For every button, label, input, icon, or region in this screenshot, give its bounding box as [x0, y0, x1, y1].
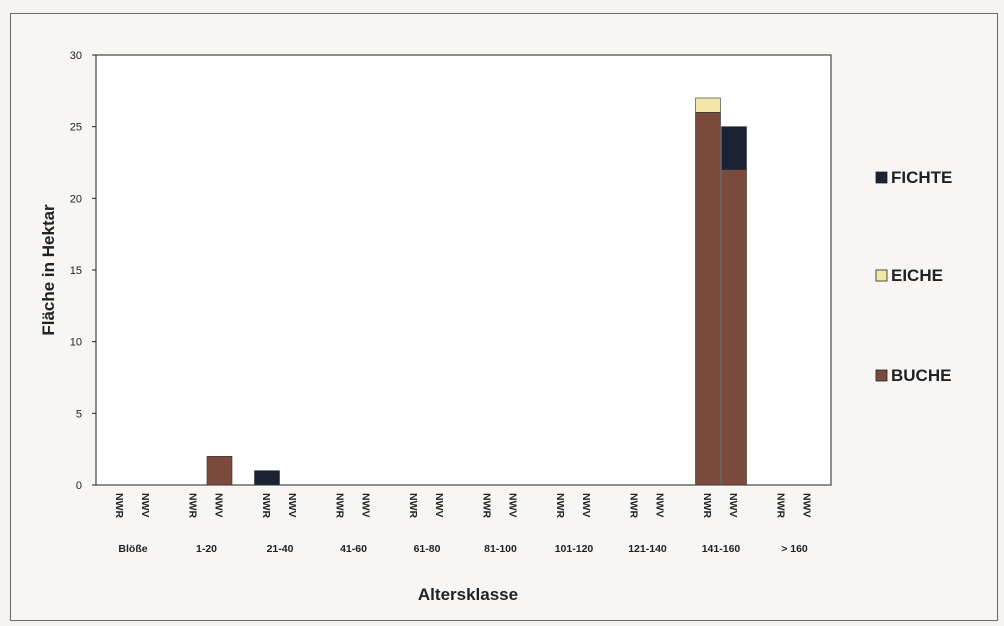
y-tick-label: 0 [76, 480, 82, 492]
x-subcategory-label: NWR [407, 493, 419, 518]
x-group-label: 21-40 [267, 543, 294, 555]
x-group-label: > 160 [781, 543, 808, 555]
legend-swatch-eiche [875, 269, 888, 282]
legend-label-buche: BUCHE [891, 366, 951, 385]
x-subcategory-label: NWV [139, 493, 151, 518]
x-subcategory-label: NWV [286, 493, 298, 518]
bar-buche [695, 112, 721, 486]
y-tick-label: 15 [70, 265, 82, 277]
x-group-label: 41-60 [340, 543, 367, 555]
x-subcategory-label: NWV [727, 493, 739, 518]
legend-swatch-fichte [875, 171, 888, 184]
x-subcategory-label: NWV [580, 493, 592, 518]
x-subcategory-label: NWR [334, 493, 346, 518]
x-subcategory-label: NWV [213, 493, 225, 518]
y-tick-label: 20 [70, 193, 82, 205]
bars [206, 97, 747, 486]
x-group-label: 61-80 [414, 543, 441, 555]
x-axis-title: Altersklasse [418, 585, 518, 604]
y-tick-label: 10 [70, 337, 82, 349]
x-subcategory-label: NWR [628, 493, 640, 518]
x-group-label: 141-160 [702, 543, 741, 555]
bar-eiche [695, 97, 721, 113]
x-subcategory-label: NWR [775, 493, 787, 518]
x-subcategory-label: NWV [654, 493, 666, 518]
bar-buche [206, 456, 233, 486]
x-subcategory-label: NWV [433, 493, 445, 518]
y-tick-label: 5 [76, 408, 82, 420]
x-group-label: 101-120 [555, 543, 594, 555]
x-group-label: Blöße [118, 543, 147, 555]
legend-label-eiche: EICHE [891, 266, 943, 285]
x-subcategory-label: NWR [260, 493, 272, 518]
bar-fichte [254, 470, 280, 486]
legend-swatch-buche [875, 369, 888, 382]
x-subcategory-label: NWV [801, 493, 813, 518]
bar-fichte [721, 126, 747, 170]
x-group-label: 1-20 [196, 543, 217, 555]
x-axis-labels: NWR NWV Blöße NWR NWV 1-20 NWR NWV 21-40 NWR NWV 41… [113, 493, 813, 555]
x-subcategory-label: NWR [113, 493, 125, 518]
y-axis-title: Fläche in Hektar [39, 204, 58, 336]
legend: FICHTE EICHE BUCHE [875, 168, 952, 385]
x-group-label: 121-140 [628, 543, 667, 555]
y-tick-label: 25 [70, 122, 82, 134]
x-subcategory-label: NWR [187, 493, 199, 518]
y-axis-ticks: 0 5 10 15 20 25 30 [70, 50, 96, 492]
x-subcategory-label: NWV [360, 493, 372, 518]
x-group-label: 81-100 [484, 543, 517, 555]
x-subcategory-label: NWR [554, 493, 566, 518]
legend-label-fichte: FICHTE [891, 168, 952, 187]
bar-buche [721, 169, 747, 486]
x-subcategory-label: NWR [701, 493, 713, 518]
y-tick-label: 30 [70, 50, 82, 62]
x-subcategory-label: NWV [507, 493, 519, 518]
x-subcategory-label: NWR [481, 493, 493, 518]
